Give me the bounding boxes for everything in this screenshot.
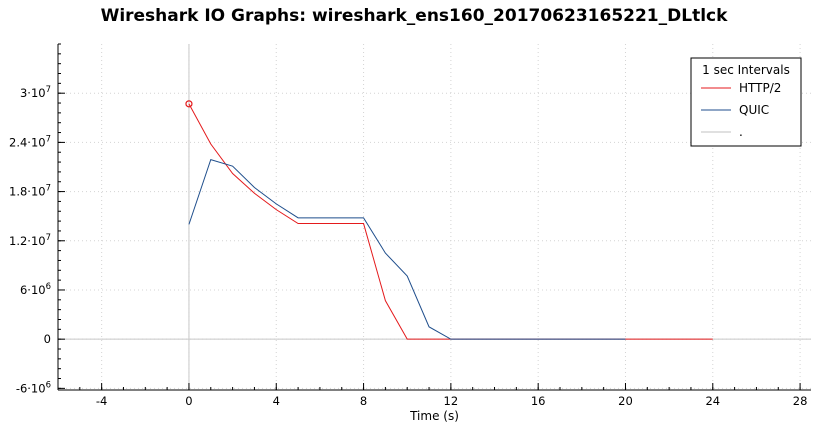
x-tick-label: 8 [360, 394, 367, 408]
x-tick-label: -4 [96, 394, 107, 408]
x-tick-label: 28 [793, 394, 808, 408]
y-tick-label: 1.8·107 [9, 184, 51, 199]
x-tick-label: 0 [185, 394, 192, 408]
x-axis-label: Time (s) [409, 409, 459, 423]
x-tick-label: 24 [705, 394, 720, 408]
y-tick-label: 1.2·107 [9, 233, 51, 248]
series-line-http-2 [188, 103, 713, 340]
y-tick-label: 0 [44, 332, 51, 346]
y-tick-label: 2.4·107 [9, 134, 51, 149]
legend-entry-label: . [739, 125, 743, 139]
legend-entry-label: QUIC [739, 103, 769, 117]
chart-title: Wireshark IO Graphs: wireshark_ens160_20… [101, 6, 729, 26]
x-tick-label: 16 [531, 394, 546, 408]
x-tick-label: 4 [273, 394, 280, 408]
series-group [185, 100, 713, 340]
y-tick-label: 6·106 [20, 282, 51, 297]
legend-entry-label: HTTP/2 [739, 81, 781, 95]
x-tick-label: 20 [618, 394, 633, 408]
y-tick-label: -6·106 [16, 380, 51, 395]
legend-box [690, 57, 802, 147]
y-tick-label: 3·107 [20, 85, 51, 100]
series-marker-http-2 [185, 100, 193, 108]
legend-title: 1 sec Intervals [702, 63, 790, 77]
legend[interactable]: 1 sec Intervals HTTP/2 QUIC. [690, 57, 802, 147]
axes: -4 0 4 8 12 16 20 24 28 -6·106 0 6·106 1.2·107 1.8·10… [9, 43, 811, 408]
x-tick-label: 12 [444, 394, 459, 408]
series-line-quic [188, 158, 626, 340]
